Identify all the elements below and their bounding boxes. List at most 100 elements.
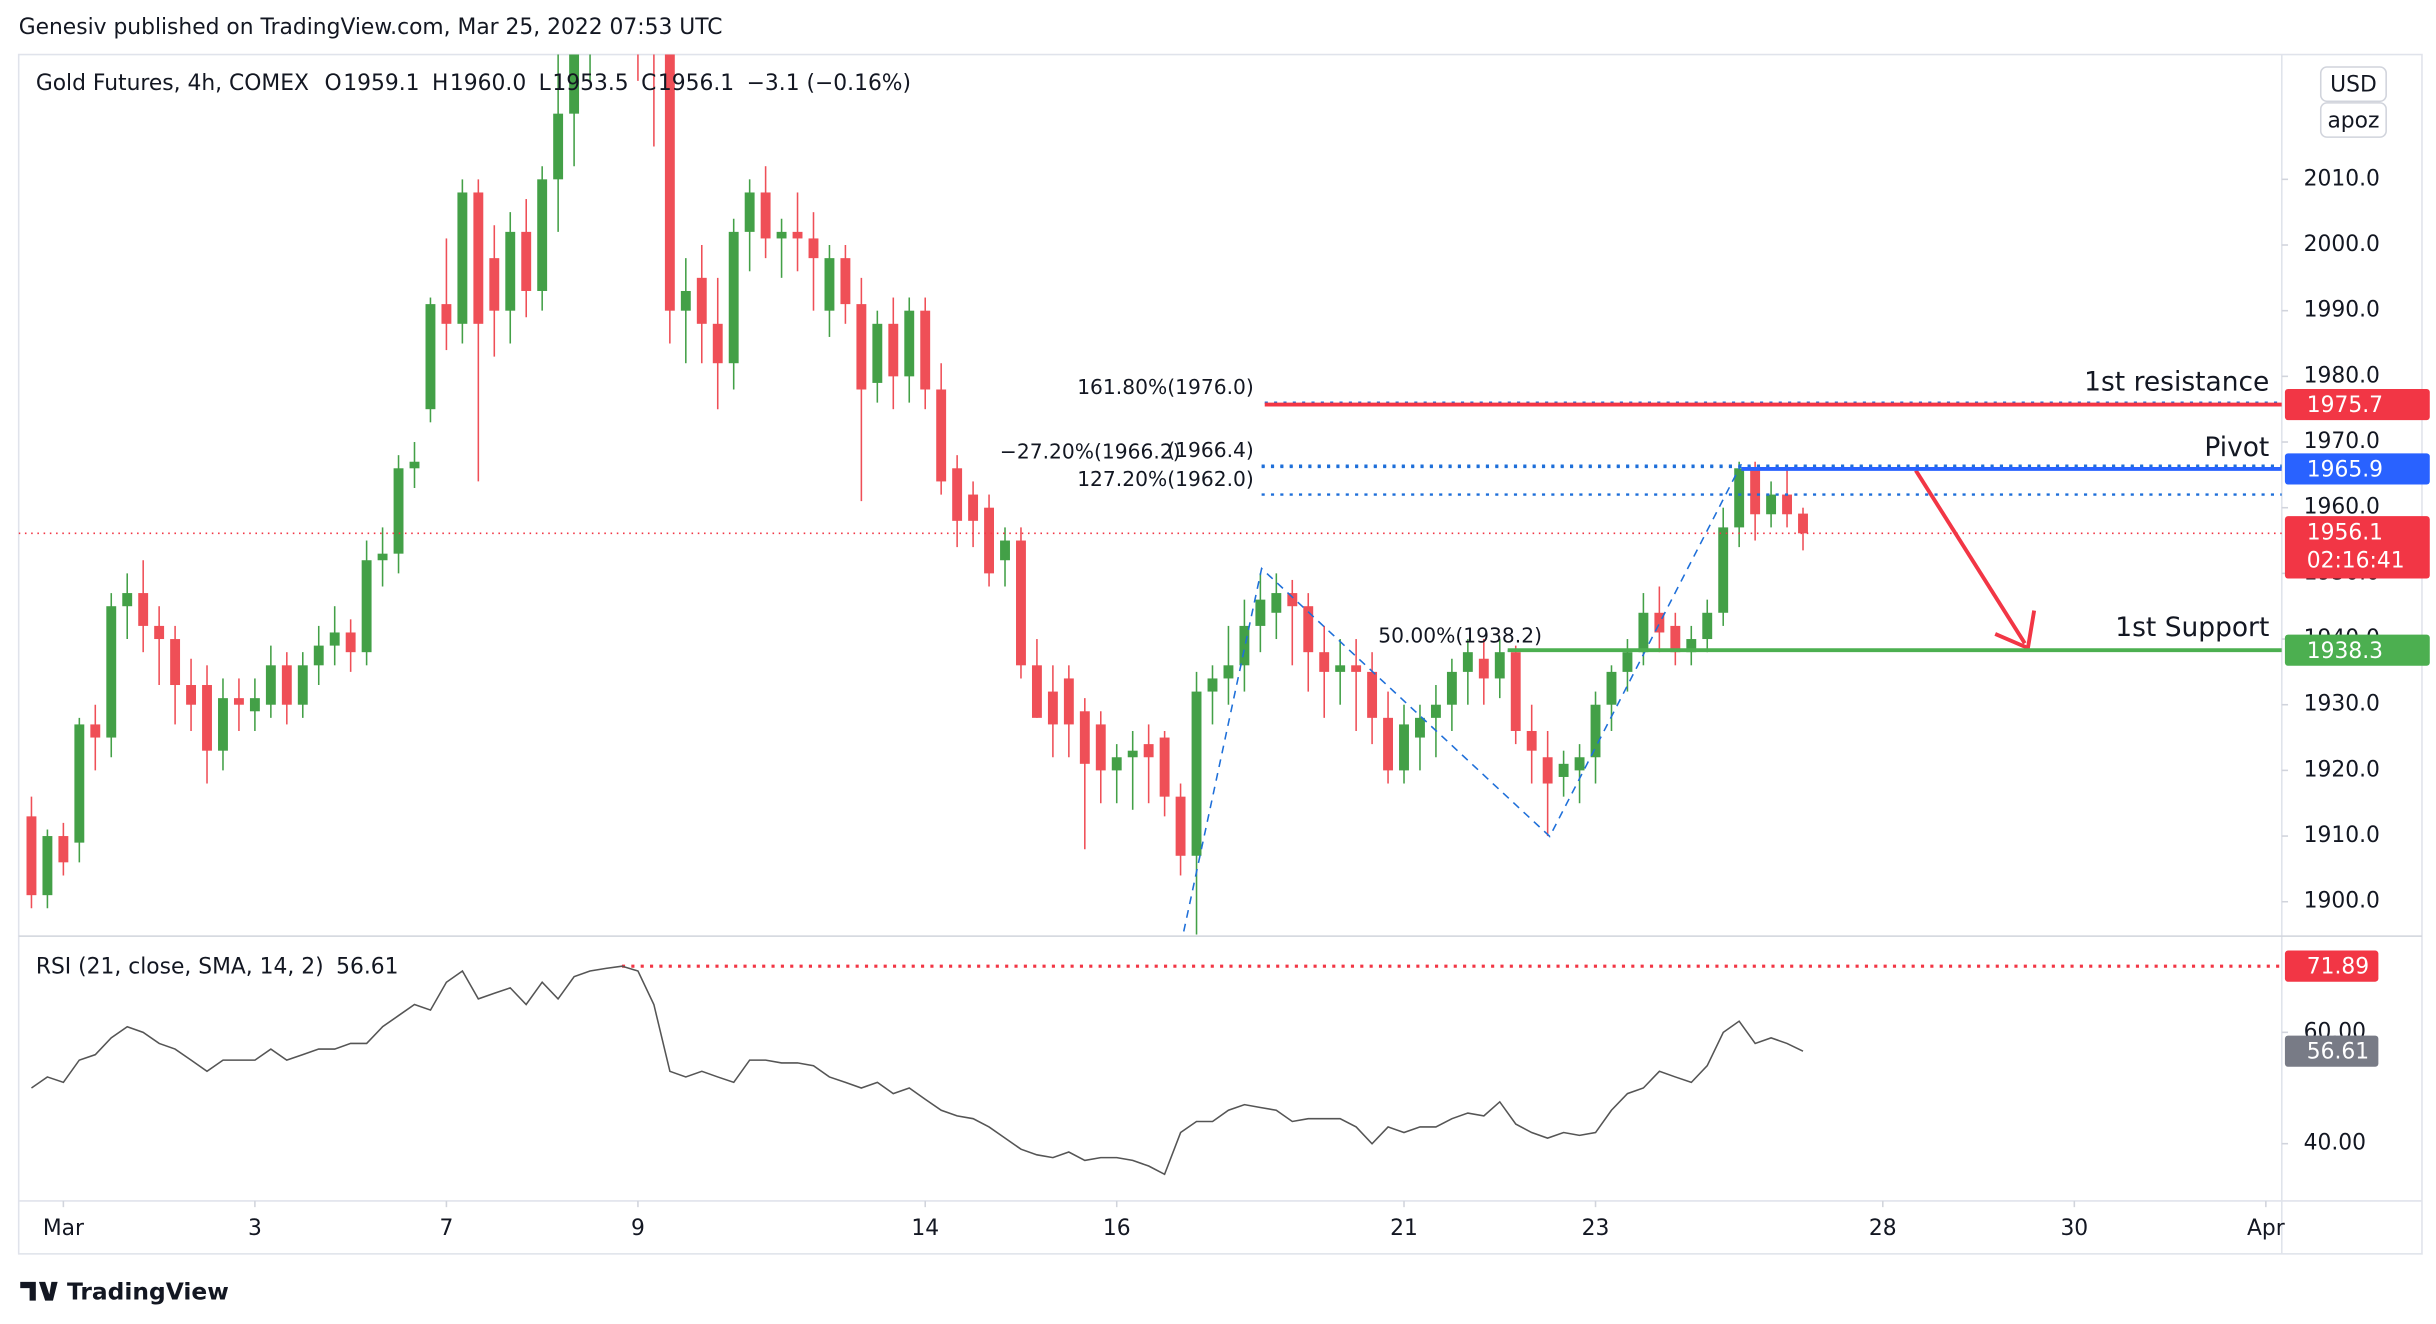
candle-body: [984, 507, 994, 574]
attribution: Genesiv published on TradingView.com, Ma…: [19, 15, 723, 40]
candle-body: [1702, 612, 1713, 640]
rsi-last-tag: [2284, 1035, 2379, 1067]
x-tick-label: Mar: [43, 1216, 84, 1241]
y-tick-label: 1970.0: [2304, 429, 2380, 454]
candle-body: [744, 192, 755, 232]
candle-body: [329, 632, 340, 646]
candle-body: [808, 238, 819, 259]
candle-body: [1415, 717, 1425, 738]
candle-body: [1255, 599, 1266, 626]
candle-body: [824, 258, 835, 311]
forecast-arrow: [1914, 469, 2027, 645]
candle-body: [1175, 796, 1186, 856]
y-tick-label: 1920.0: [2304, 757, 2380, 782]
logo-icon: [20, 1281, 58, 1301]
candle-body: [1622, 652, 1633, 672]
candle-body: [1159, 737, 1170, 797]
candle-body: [1207, 678, 1218, 692]
y-tick-label: 1980.0: [2304, 363, 2380, 388]
x-tick-label: 14: [911, 1216, 939, 1241]
level-label: Pivot: [2204, 432, 2269, 463]
candle-body: [1798, 513, 1808, 534]
candle-body: [856, 304, 867, 390]
overlay: Gold Futures, 4h, COMEX O 1959.1 H 1960.0 L 19…: [36, 71, 2430, 1241]
candle-body: [1430, 704, 1441, 718]
candle-body: [1766, 494, 1777, 515]
candle-body: [90, 724, 101, 738]
candle-body: [776, 231, 787, 239]
rsi-last-tag-text: 56.61: [2307, 1040, 2369, 1065]
chart-frame: [17, 53, 2423, 1255]
candle-body: [696, 277, 707, 324]
candle-body: [1127, 750, 1138, 758]
candle-body: [457, 192, 468, 324]
candle-body: [1494, 652, 1505, 679]
candle-body: [377, 553, 388, 561]
candle-body: [1191, 691, 1202, 856]
candle-body: [1287, 593, 1298, 607]
candle-body: [1079, 711, 1090, 764]
candle-body: [249, 698, 260, 712]
account-button[interactable]: [2319, 102, 2387, 138]
account-label[interactable]: apoz: [2327, 109, 2379, 134]
candle-body: [968, 494, 979, 521]
candle-body: [1367, 671, 1378, 718]
y-tick-label: 2000.0: [2304, 232, 2380, 257]
last-price-text: 1956.1: [2307, 520, 2383, 545]
rsi-pane: [31, 964, 2282, 1176]
ohlc-key: C: [641, 71, 656, 96]
y-tick-label: 1960.0: [2304, 495, 2380, 520]
y-tick-label: 1930.0: [2304, 692, 2380, 717]
logo-text: TradingView: [67, 1277, 229, 1305]
candle-body: [1654, 612, 1665, 633]
x-tick-label: 28: [1869, 1216, 1897, 1241]
candle-body: [1239, 625, 1250, 666]
level-label: 1st Support: [2115, 612, 2269, 643]
candle-body: [840, 258, 851, 305]
candle-body: [489, 258, 500, 311]
ohlc-key: O: [325, 71, 342, 96]
y-tick-label: 1910.0: [2304, 823, 2380, 848]
rsi-max-tag: [2284, 950, 2379, 982]
candle-body: [1590, 704, 1601, 758]
candle-body: [1446, 671, 1457, 705]
ohlc-value: 1960.0: [450, 71, 526, 96]
candle-body: [58, 836, 69, 863]
level-tag-text: 1938.3: [2307, 639, 2383, 664]
y-tick-label: 1990.0: [2304, 298, 2380, 323]
candle-body: [1351, 665, 1362, 672]
candle-body: [760, 192, 771, 239]
candle-body: [1462, 652, 1473, 672]
fib-label: 127.20%(1962.0): [1077, 467, 1254, 491]
candle-body: [1686, 639, 1697, 653]
candle-body: [728, 231, 739, 364]
candle-body: [138, 593, 149, 626]
x-tick-label: 23: [1582, 1216, 1610, 1241]
candle-body: [680, 290, 691, 311]
x-tick-label: 21: [1390, 1216, 1418, 1241]
x-tick-label: 7: [439, 1216, 453, 1241]
pattern-guide: [1262, 464, 1742, 568]
candle-body: [1750, 468, 1761, 515]
candle-body: [1606, 671, 1617, 705]
candle-body: [1047, 691, 1058, 725]
candle-body: [1111, 757, 1122, 771]
candle-body: [170, 639, 181, 686]
countdown: 02:16:41: [2307, 548, 2405, 573]
candle-body: [1542, 757, 1553, 784]
currency-button[interactable]: [2319, 66, 2387, 103]
candle-body: [920, 310, 931, 390]
currency-label[interactable]: USD: [2330, 73, 2377, 98]
level-tag: [2284, 634, 2430, 666]
candles: [26, 54, 1808, 935]
y-tick-label: 1900.0: [2304, 889, 2380, 914]
ohlc-key: H: [432, 71, 448, 96]
candle-body: [936, 389, 947, 482]
candle-body: [313, 645, 324, 666]
candle-body: [1271, 593, 1282, 613]
candle-body: [1670, 625, 1681, 653]
level-tag-text: 1975.7: [2307, 393, 2383, 418]
candle-body: [122, 593, 133, 607]
